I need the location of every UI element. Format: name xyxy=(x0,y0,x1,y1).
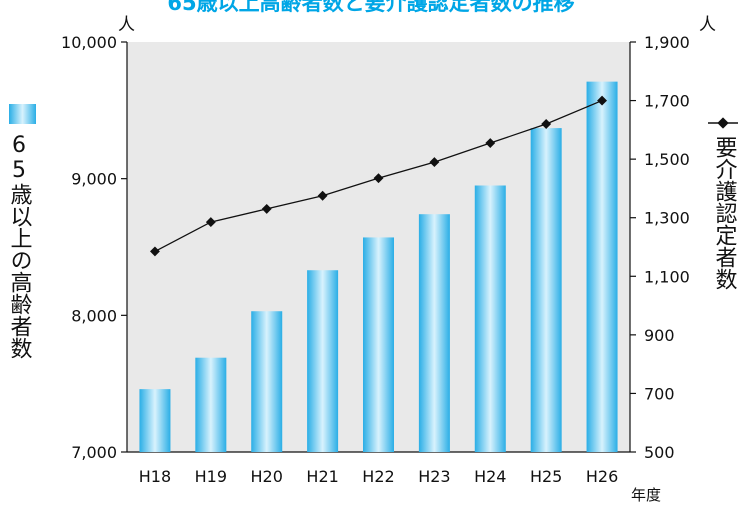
category-label: H26 xyxy=(586,467,618,486)
bar xyxy=(195,357,227,452)
category-labels: H18 H19 H20 H21 H22 H23 H24 H25 H26 xyxy=(139,467,619,486)
line-legend-swatch xyxy=(708,117,738,129)
right-tick-label: 500 xyxy=(644,443,675,462)
right-tick-label: 700 xyxy=(644,384,675,403)
right-tick-label: 1,300 xyxy=(644,209,690,228)
right-tick-label: 1,900 xyxy=(644,33,690,52)
category-label: H22 xyxy=(362,467,394,486)
right-axis-ticks: 500 700 900 1,100 1,300 1,500 1,700 1,900 xyxy=(630,33,690,462)
bar xyxy=(418,214,450,452)
category-label: H20 xyxy=(251,467,283,486)
left-axis-ticks: 7,000 8,000 9,000 10,000 xyxy=(61,33,127,462)
line-point xyxy=(261,203,272,214)
line-point xyxy=(485,138,496,148)
chart-title: 65歳以上高齢者数と要介護認定者数の推移 xyxy=(167,0,574,15)
line-point xyxy=(373,173,384,184)
bar xyxy=(307,270,339,452)
category-label: H25 xyxy=(530,467,562,486)
left-tick-label: 10,000 xyxy=(61,33,117,52)
left-tick-label: 7,000 xyxy=(71,443,117,462)
line-point xyxy=(541,119,552,129)
line-point xyxy=(205,217,216,228)
bar-legend-swatch xyxy=(9,104,36,124)
bar xyxy=(474,185,506,452)
left-axis-unit: 人 xyxy=(118,15,135,35)
left-tick-label: 9,000 xyxy=(71,170,117,189)
right-tick-label: 1,500 xyxy=(644,150,690,169)
bar xyxy=(530,128,562,452)
bar xyxy=(586,81,618,452)
bar xyxy=(363,237,394,452)
line-series xyxy=(149,95,608,257)
line-point xyxy=(317,190,328,201)
bar xyxy=(251,311,283,452)
category-label: H18 xyxy=(139,467,171,486)
right-tick-label: 900 xyxy=(644,326,675,345)
bar-series-label: 65歳以上の高齢者数 xyxy=(6,133,32,359)
left-tick-label: 8,000 xyxy=(71,306,117,325)
bar xyxy=(139,389,171,452)
x-axis-label: 年度 xyxy=(631,486,661,504)
category-label: H19 xyxy=(195,467,227,486)
right-tick-label: 1,100 xyxy=(644,267,690,286)
line-point xyxy=(597,95,608,106)
bar-series xyxy=(139,81,618,452)
category-label: H24 xyxy=(474,467,506,486)
line-point xyxy=(149,246,160,257)
right-axis-unit: 人 xyxy=(699,15,716,35)
category-label: H21 xyxy=(306,467,338,486)
right-tick-label: 1,700 xyxy=(644,92,690,111)
line-series-label: 要介護認定者数 xyxy=(711,136,737,290)
category-label: H23 xyxy=(418,467,450,486)
line-point xyxy=(429,157,440,168)
